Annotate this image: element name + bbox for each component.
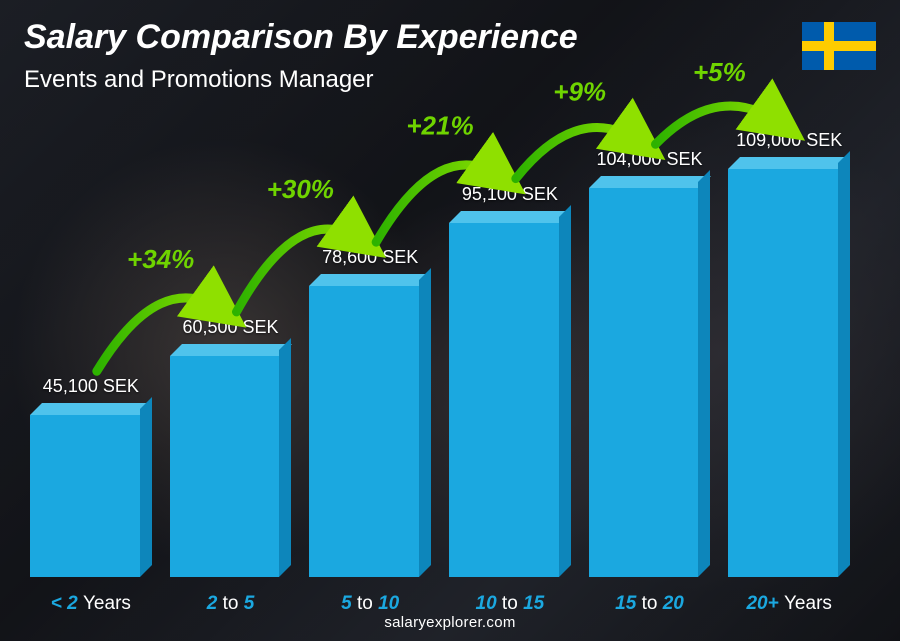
bar-column: 104,000 SEK <box>589 149 711 577</box>
x-axis-labels: < 2 Years 2 to 5 5 to 10 10 to 15 15 to 20 20… <box>30 593 850 615</box>
x-tick-label: 5 to 10 <box>309 593 431 615</box>
bar-value-label: 45,100 SEK <box>43 376 139 397</box>
bar-column: 60,500 SEK <box>170 317 292 577</box>
x-tick-label: 20+ Years <box>728 593 850 615</box>
x-tick-label: < 2 Years <box>30 593 152 615</box>
bar <box>449 211 571 577</box>
delta-label: +5% <box>693 57 746 87</box>
chart-title: Salary Comparison By Experience <box>24 18 578 57</box>
bar-value-label: 78,600 SEK <box>322 247 418 268</box>
bar-column: 78,600 SEK <box>309 247 431 577</box>
delta-label: +9% <box>553 76 606 106</box>
chart-subtitle: Events and Promotions Manager <box>24 66 374 94</box>
bar-column: 45,100 SEK <box>30 376 152 577</box>
x-tick-label: 2 to 5 <box>170 593 292 615</box>
x-tick-label: 15 to 20 <box>589 593 711 615</box>
bar-column: 109,000 SEK <box>728 130 850 577</box>
bar <box>30 403 152 577</box>
bar-chart: 45,100 SEK 60,500 SEK 78,600 SEK 95,100 SEK… <box>30 117 850 577</box>
x-tick-label: 10 to 15 <box>449 593 571 615</box>
bar-column: 95,100 SEK <box>449 184 571 577</box>
bar <box>309 274 431 577</box>
attribution: salaryexplorer.com <box>0 614 900 631</box>
bar-value-label: 60,500 SEK <box>182 317 278 338</box>
bar <box>170 344 292 577</box>
infographic: Salary Comparison By Experience Events a… <box>0 0 900 641</box>
bar-value-label: 104,000 SEK <box>596 149 702 170</box>
bar <box>589 176 711 577</box>
sweden-flag-icon <box>802 22 876 70</box>
bar-value-label: 109,000 SEK <box>736 130 842 151</box>
bar-value-label: 95,100 SEK <box>462 184 558 205</box>
bar <box>728 157 850 577</box>
